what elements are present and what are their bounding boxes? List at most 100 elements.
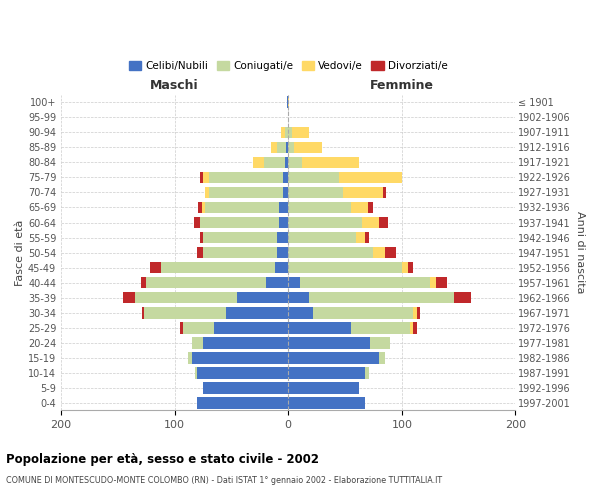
Bar — [379, 352, 385, 364]
Bar — [454, 292, 471, 304]
Bar — [368, 202, 373, 213]
Bar — [209, 172, 283, 183]
Bar — [140, 276, 146, 288]
Bar — [410, 322, 413, 334]
Bar — [135, 292, 237, 304]
Bar — [142, 307, 144, 318]
Bar — [149, 262, 161, 274]
Bar — [370, 337, 391, 348]
Bar — [288, 186, 343, 198]
Bar — [277, 246, 288, 258]
Bar — [197, 367, 288, 378]
Bar — [237, 292, 288, 304]
Bar — [356, 232, 365, 243]
Bar — [205, 186, 209, 198]
Legend: Celibi/Nubili, Coniugati/e, Vedovi/e, Divorziati/e: Celibi/Nubili, Coniugati/e, Vedovi/e, Di… — [127, 59, 450, 73]
Bar — [340, 172, 402, 183]
Bar — [286, 142, 288, 154]
Text: Popolazione per età, sesso e stato civile - 2002: Popolazione per età, sesso e stato civil… — [6, 452, 319, 466]
Bar — [209, 186, 283, 198]
Bar — [299, 276, 430, 288]
Bar — [161, 262, 275, 274]
Bar — [253, 156, 265, 168]
Bar — [197, 397, 288, 408]
Bar — [275, 262, 288, 274]
Bar — [413, 322, 416, 334]
Bar — [199, 202, 202, 213]
Bar — [203, 337, 288, 348]
Bar — [402, 262, 407, 274]
Bar — [288, 246, 373, 258]
Bar — [191, 352, 288, 364]
Bar — [279, 202, 288, 213]
Bar — [288, 307, 313, 318]
Bar — [292, 126, 308, 138]
Bar — [407, 262, 413, 274]
Bar — [205, 202, 279, 213]
Bar — [200, 216, 279, 228]
Bar — [181, 322, 182, 334]
Bar — [288, 382, 359, 394]
Bar — [203, 172, 209, 183]
Bar — [214, 322, 288, 334]
Bar — [288, 352, 379, 364]
Bar — [285, 126, 288, 138]
Text: Maschi: Maschi — [151, 79, 199, 92]
Bar — [197, 246, 203, 258]
Bar — [288, 156, 302, 168]
Bar — [343, 186, 383, 198]
Bar — [202, 202, 205, 213]
Bar — [413, 307, 416, 318]
Bar — [191, 337, 203, 348]
Bar — [200, 172, 203, 183]
Bar — [265, 156, 285, 168]
Bar — [288, 322, 351, 334]
Bar — [271, 142, 277, 154]
Bar — [365, 367, 369, 378]
Bar — [195, 367, 197, 378]
Bar — [430, 276, 436, 288]
Bar — [266, 276, 288, 288]
Text: COMUNE DI MONTESCUDO-MONTE COLOMBO (RN) - Dati ISTAT 1° gennaio 2002 - Elaborazi: COMUNE DI MONTESCUDO-MONTE COLOMBO (RN) … — [6, 476, 442, 485]
Bar — [308, 292, 454, 304]
Bar — [288, 126, 292, 138]
Bar — [436, 276, 447, 288]
Bar — [294, 142, 322, 154]
Bar — [416, 307, 420, 318]
Bar — [313, 307, 413, 318]
Bar — [281, 126, 285, 138]
Bar — [288, 96, 289, 108]
Bar — [373, 246, 385, 258]
Bar — [144, 307, 226, 318]
Bar — [288, 142, 294, 154]
Bar — [277, 232, 288, 243]
Bar — [288, 397, 365, 408]
Bar — [288, 232, 356, 243]
Bar — [288, 202, 351, 213]
Bar — [385, 246, 396, 258]
Text: Femmine: Femmine — [370, 79, 434, 92]
Bar — [182, 322, 214, 334]
Y-axis label: Fasce di età: Fasce di età — [15, 220, 25, 286]
Bar — [226, 307, 288, 318]
Bar — [288, 367, 365, 378]
Bar — [351, 322, 410, 334]
Bar — [365, 232, 369, 243]
Bar — [203, 232, 277, 243]
Bar — [188, 352, 191, 364]
Bar — [288, 262, 402, 274]
Bar — [302, 156, 359, 168]
Y-axis label: Anni di nascita: Anni di nascita — [575, 212, 585, 294]
Bar — [194, 216, 200, 228]
Bar — [287, 96, 288, 108]
Bar — [203, 246, 277, 258]
Bar — [288, 172, 340, 183]
Bar — [285, 156, 288, 168]
Bar — [203, 382, 288, 394]
Bar — [362, 216, 379, 228]
Bar — [288, 216, 362, 228]
Bar — [383, 186, 386, 198]
Bar — [279, 216, 288, 228]
Bar — [200, 232, 203, 243]
Bar — [124, 292, 135, 304]
